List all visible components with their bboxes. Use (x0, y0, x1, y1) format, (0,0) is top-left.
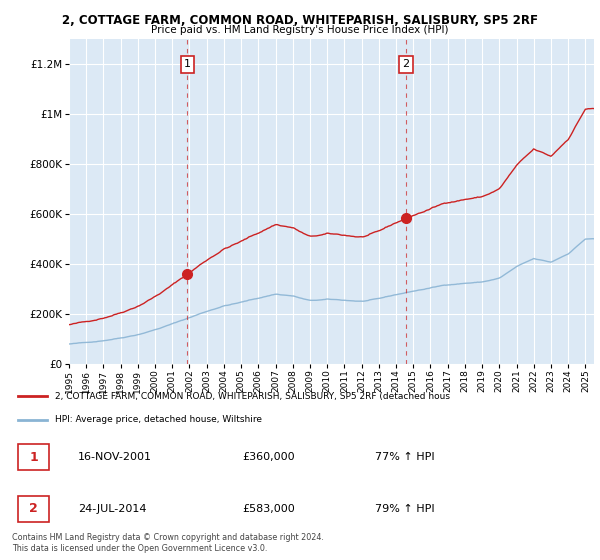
Text: 24-JUL-2014: 24-JUL-2014 (78, 504, 147, 514)
Text: 1: 1 (184, 59, 191, 69)
Text: 2, COTTAGE FARM, COMMON ROAD, WHITEPARISH, SALISBURY, SP5 2RF: 2, COTTAGE FARM, COMMON ROAD, WHITEPARIS… (62, 14, 538, 27)
FancyBboxPatch shape (18, 444, 49, 470)
Text: Price paid vs. HM Land Registry's House Price Index (HPI): Price paid vs. HM Land Registry's House … (151, 25, 449, 35)
Text: 2: 2 (402, 59, 409, 69)
Text: Contains HM Land Registry data © Crown copyright and database right 2024.
This d: Contains HM Land Registry data © Crown c… (12, 533, 324, 553)
Text: 2, COTTAGE FARM, COMMON ROAD, WHITEPARISH, SALISBURY, SP5 2RF (detached hous: 2, COTTAGE FARM, COMMON ROAD, WHITEPARIS… (55, 391, 450, 401)
FancyBboxPatch shape (18, 496, 49, 522)
Text: 79% ↑ HPI: 79% ↑ HPI (375, 504, 434, 514)
Text: HPI: Average price, detached house, Wiltshire: HPI: Average price, detached house, Wilt… (55, 416, 262, 424)
Text: 1: 1 (29, 451, 38, 464)
Text: 2: 2 (29, 502, 38, 515)
Text: 16-NOV-2001: 16-NOV-2001 (78, 452, 152, 462)
Text: 77% ↑ HPI: 77% ↑ HPI (375, 452, 434, 462)
Text: £360,000: £360,000 (242, 452, 295, 462)
Text: £583,000: £583,000 (242, 504, 295, 514)
